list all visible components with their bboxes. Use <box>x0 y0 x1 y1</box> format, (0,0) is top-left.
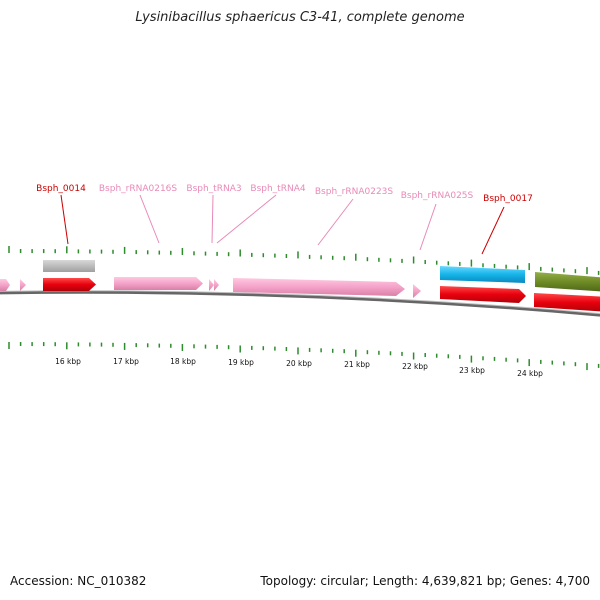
leader-trna3 <box>211 194 214 244</box>
label-bsph-trna4[interactable]: Bsph_tRNA4 <box>250 184 305 194</box>
leader-bsph-0017 <box>481 206 505 255</box>
scale-label-19kbp: 19 kbp <box>228 358 254 367</box>
scale-label-17kbp: 17 kbp <box>113 357 139 366</box>
label-bsph-0014[interactable]: Bsph_0014 <box>36 184 86 194</box>
gene-bsph-0017-blue[interactable] <box>440 266 525 283</box>
leader-trna4 <box>216 194 277 244</box>
gene-olive-right[interactable] <box>535 272 600 292</box>
topology-summary-text: Topology: circular; Length: 4,639,821 bp… <box>260 574 590 588</box>
leader-rrna-23s <box>317 198 354 246</box>
gene-trna4[interactable] <box>214 279 219 291</box>
gene-features <box>0 260 600 312</box>
scale-label-24kbp: 24 kbp <box>517 369 543 378</box>
leader-rrna-16s <box>139 194 160 244</box>
tick-row-top <box>8 246 600 275</box>
gene-trna3[interactable] <box>209 279 214 291</box>
gene-rrna-23s[interactable] <box>233 278 405 296</box>
gene-labels: Bsph_0014 Bsph_rRNA0216S Bsph_tRNA3 Bsph… <box>36 184 533 204</box>
scale-label-20kbp: 20 kbp <box>286 359 312 368</box>
gene-red-right[interactable] <box>534 293 600 312</box>
gene-pink-small-1[interactable] <box>20 279 26 291</box>
leader-bsph-0014 <box>60 194 69 245</box>
scale-label-16kbp: 16 kbp <box>55 357 81 366</box>
scale-label-21kbp: 21 kbp <box>344 360 370 369</box>
gene-rrna-5s[interactable] <box>413 284 421 298</box>
label-bsph-trna3[interactable]: Bsph_tRNA3 <box>186 184 241 194</box>
gene-bsph-0014-grey[interactable] <box>43 260 95 272</box>
scale-labels: 16 kbp 17 kbp 18 kbp 19 kbp 20 kbp 21 kb… <box>55 357 543 378</box>
label-bsph-rrna0216s[interactable]: Bsph_rRNA0216S <box>99 184 178 194</box>
genome-backbone <box>0 290 600 317</box>
scale-label-23kbp: 23 kbp <box>459 366 485 375</box>
tick-row-bottom <box>8 342 600 371</box>
label-bsph-0017[interactable]: Bsph_0017 <box>483 194 533 204</box>
accession-text: Accession: NC_010382 <box>10 574 147 588</box>
gene-bsph-0014-red[interactable] <box>43 278 96 291</box>
gene-pink-edge-left[interactable] <box>0 279 10 291</box>
gene-rrna-16s[interactable] <box>114 277 203 290</box>
scale-label-18kbp: 18 kbp <box>170 357 196 366</box>
label-bsph-rrna0223s[interactable]: Bsph_rRNA0223S <box>315 187 394 197</box>
scale-label-22kbp: 22 kbp <box>402 362 428 371</box>
label-bsph-rrna025s[interactable]: Bsph_rRNA025S <box>401 191 474 201</box>
label-leaders <box>60 194 505 255</box>
gene-bsph-0017-red[interactable] <box>440 286 526 303</box>
leader-rrna-5s <box>419 203 437 251</box>
map-title: Lysinibacillus sphaericus C3-41, complet… <box>135 10 465 25</box>
